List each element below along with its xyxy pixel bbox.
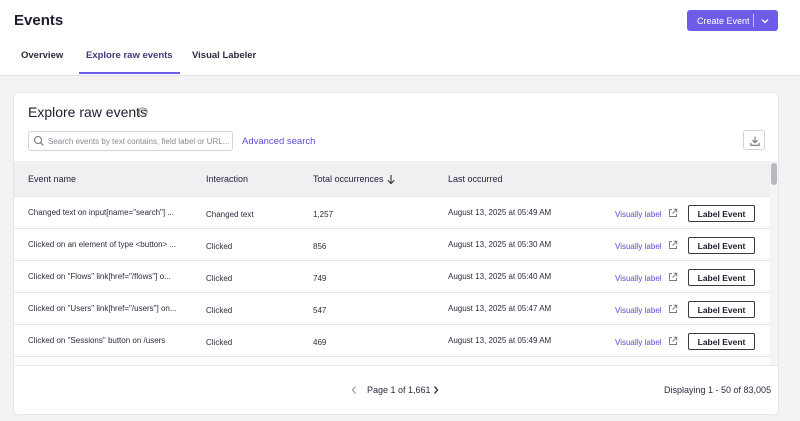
column-last-occurred[interactable]: Last occurred [448, 174, 503, 184]
search-box [28, 131, 233, 151]
scrollbar-thumb[interactable] [771, 163, 777, 185]
event-name-cell: Clicked on "Users" link[href="/users"] o… [28, 304, 177, 313]
external-link-icon[interactable] [668, 272, 678, 282]
arrow-down-icon[interactable] [386, 174, 396, 185]
interaction-cell: Clicked [206, 274, 233, 283]
event-name-cell: Clicked on "Flows" link[href="/flows"] o… [28, 272, 171, 281]
table-row[interactable] [14, 357, 770, 365]
interaction-cell: Clicked [206, 306, 233, 315]
table-row[interactable]: Clicked on "Users" link[href="/users"] o… [14, 293, 770, 325]
tab-overview[interactable]: Overview [21, 50, 64, 61]
visually-label-link[interactable]: Visually label [615, 306, 662, 315]
column-total-occurrences[interactable]: Total occurrences [313, 174, 384, 184]
label-event-button[interactable]: Label Event [688, 333, 755, 350]
search-input[interactable] [48, 134, 230, 148]
occurrences-cell: 547 [313, 306, 327, 315]
chevron-left-icon[interactable] [350, 385, 358, 395]
button-divider [753, 14, 754, 27]
label-event-button[interactable]: Label Event [688, 237, 755, 254]
create-event-button[interactable]: Create Event [687, 10, 778, 31]
chevron-down-icon[interactable] [760, 16, 770, 26]
chevron-right-icon[interactable] [432, 385, 440, 395]
label-event-button[interactable]: Label Event [688, 301, 755, 318]
info-icon[interactable] [138, 107, 148, 117]
card-title: Explore raw events [28, 104, 148, 120]
events-card: Explore raw events Advanced search Event… [14, 93, 778, 414]
visually-label-link[interactable]: Visually label [615, 274, 662, 283]
external-link-icon[interactable] [668, 240, 678, 250]
label-event-button[interactable]: Label Event [688, 269, 755, 286]
displaying-count: Displaying 1 - 50 of 83,005 [664, 385, 772, 395]
table-row[interactable]: Clicked on "Flows" link[href="/flows"] o… [14, 261, 770, 293]
table-row[interactable]: Changed text on input[name="search"] ...… [14, 197, 770, 229]
event-name-cell: Clicked on "Sessions" button on /users [28, 336, 166, 345]
column-interaction[interactable]: Interaction [206, 174, 249, 184]
table-row[interactable]: Clicked on "Sessions" button on /users C… [14, 325, 770, 357]
occurrences-cell: 469 [313, 338, 327, 347]
visually-label-link[interactable]: Visually label [615, 338, 662, 347]
create-event-label: Create Event [697, 15, 750, 26]
download-button[interactable] [743, 130, 765, 150]
label-event-button[interactable]: Label Event [688, 205, 755, 222]
table-header: Event name Interaction Total occurrences… [14, 161, 770, 197]
last-occurred-cell: August 13, 2025 at 05:30 AM [448, 240, 552, 249]
pagination-bar: Page 1 of 1,661 Displaying 1 - 50 of 83,… [14, 365, 778, 414]
interaction-cell: Changed text [206, 210, 254, 219]
search-icon [33, 135, 44, 146]
last-occurred-cell: August 13, 2025 at 05:49 AM [448, 336, 552, 345]
column-event-name[interactable]: Event name [28, 174, 77, 184]
tab-visual-labeler[interactable]: Visual Labeler [192, 50, 257, 61]
interaction-cell: Clicked [206, 338, 233, 347]
external-link-icon[interactable] [668, 208, 678, 218]
last-occurred-cell: August 13, 2025 at 05:47 AM [448, 304, 552, 313]
table-row[interactable]: Clicked on an element of type <button> .… [14, 229, 770, 261]
last-occurred-cell: August 13, 2025 at 05:40 AM [448, 272, 552, 281]
interaction-cell: Clicked [206, 242, 233, 251]
external-link-icon[interactable] [668, 336, 678, 346]
event-name-cell: Clicked on an element of type <button> .… [28, 240, 177, 249]
event-name-cell: Changed text on input[name="search"] ... [28, 208, 174, 217]
top-bar: Events Create Event Overview Explore raw… [0, 0, 800, 76]
events-table: Event name Interaction Total occurrences… [14, 161, 770, 365]
visually-label-link[interactable]: Visually label [615, 210, 662, 219]
visually-label-link[interactable]: Visually label [615, 242, 662, 251]
tab-explore-raw-events[interactable]: Explore raw events [79, 43, 180, 76]
download-icon [750, 136, 760, 146]
page-indicator: Page 1 of 1,661 [367, 385, 431, 395]
table-scrollbar[interactable] [770, 161, 778, 365]
occurrences-cell: 856 [313, 242, 327, 251]
last-occurred-cell: August 13, 2025 at 05:49 AM [448, 208, 552, 217]
external-link-icon[interactable] [668, 304, 678, 314]
page-title: Events [14, 12, 64, 29]
occurrences-cell: 749 [313, 274, 327, 283]
advanced-search-link[interactable]: Advanced search [242, 136, 316, 147]
occurrences-cell: 1,257 [313, 210, 334, 219]
